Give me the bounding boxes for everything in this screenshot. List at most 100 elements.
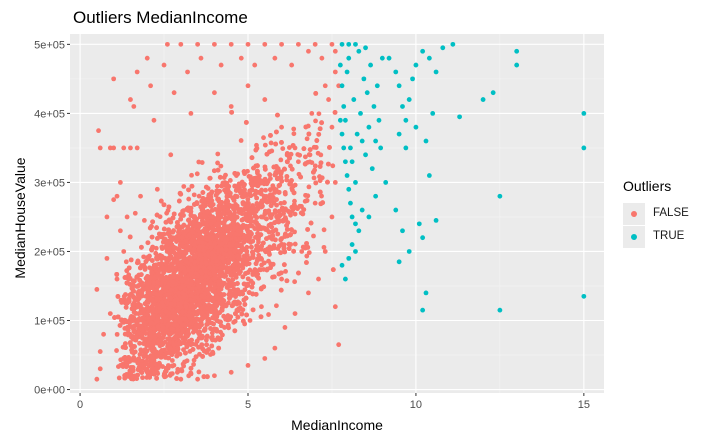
- point-false: [284, 227, 290, 232]
- point-false: [224, 183, 230, 189]
- point-false: [247, 223, 252, 229]
- point-false: [198, 204, 204, 210]
- point-false: [244, 261, 249, 267]
- point-false: [219, 199, 224, 205]
- point-false: [220, 255, 225, 261]
- point-false: [215, 167, 221, 173]
- point-false: [181, 222, 187, 228]
- point-false: [289, 227, 294, 233]
- point-false: [258, 286, 264, 292]
- point-false: [130, 302, 136, 308]
- point-false: [266, 229, 272, 235]
- point-false: [144, 298, 150, 304]
- point-false: [304, 241, 309, 246]
- point-false: [216, 345, 222, 351]
- point-false: [114, 271, 120, 277]
- point-false: [190, 286, 196, 291]
- point-false: [180, 208, 185, 214]
- point-false: [149, 285, 155, 290]
- point-false: [127, 292, 132, 298]
- point-false: [238, 138, 244, 143]
- point-false: [292, 241, 298, 247]
- point-false: [286, 145, 292, 150]
- point-false: [313, 91, 319, 96]
- point-false: [236, 306, 241, 312]
- point-false: [255, 248, 261, 253]
- point-false: [190, 229, 196, 235]
- point-false: [175, 224, 181, 230]
- point-false: [179, 284, 185, 290]
- point-false: [281, 208, 287, 214]
- point-false: [266, 312, 271, 317]
- point-false: [259, 256, 264, 262]
- point-false: [281, 262, 287, 268]
- point-false: [259, 187, 265, 193]
- point-false: [261, 135, 266, 141]
- point-false: [325, 179, 330, 185]
- point-false: [272, 189, 278, 195]
- point-false: [274, 197, 279, 202]
- point-false: [221, 313, 227, 319]
- point-false: [221, 175, 227, 180]
- point-false: [268, 221, 274, 227]
- point-false: [170, 308, 176, 314]
- point-false: [317, 126, 323, 132]
- point-false: [217, 174, 223, 180]
- point-false: [227, 288, 233, 294]
- point-false: [141, 341, 146, 346]
- point-false: [202, 302, 207, 308]
- point-false: [291, 190, 297, 196]
- point-false: [199, 342, 205, 348]
- point-false: [170, 363, 175, 369]
- point-false: [258, 314, 264, 320]
- point-false: [153, 245, 159, 251]
- point-false: [171, 342, 177, 347]
- point-false: [121, 294, 127, 299]
- point-false: [189, 337, 194, 343]
- point-false: [220, 180, 226, 186]
- point-false: [161, 231, 167, 237]
- point-false: [198, 212, 203, 217]
- point-false: [253, 261, 259, 267]
- point-false: [218, 232, 224, 238]
- point-false: [262, 142, 268, 148]
- point-false: [201, 280, 207, 285]
- point-false: [278, 250, 284, 256]
- point-false: [153, 361, 158, 367]
- point-false: [215, 335, 221, 341]
- point-false: [199, 310, 205, 316]
- point-false: [254, 215, 260, 220]
- point-false: [210, 228, 216, 233]
- point-false: [147, 291, 153, 297]
- point-false: [168, 287, 174, 293]
- point-false: [149, 247, 155, 253]
- point-false: [177, 190, 183, 196]
- point-false: [241, 169, 247, 174]
- point-false: [213, 192, 219, 198]
- point-false: [306, 131, 312, 137]
- point-false: [282, 190, 288, 195]
- point-false: [279, 169, 284, 175]
- point-false: [209, 235, 215, 241]
- point-false: [184, 227, 190, 233]
- point-false: [181, 212, 186, 218]
- point-false: [151, 326, 156, 331]
- point-false: [268, 133, 273, 138]
- point-false: [314, 138, 320, 143]
- point-false: [178, 331, 184, 337]
- point-false: [220, 220, 225, 226]
- point-false: [154, 296, 160, 302]
- point-false: [241, 216, 247, 222]
- point-false: [184, 279, 190, 285]
- point-false: [151, 307, 156, 313]
- point-false: [122, 341, 128, 347]
- point-false: [275, 231, 281, 237]
- point-false: [211, 168, 217, 174]
- point-false: [181, 231, 187, 237]
- point-false: [183, 350, 188, 356]
- point-false: [186, 196, 192, 202]
- point-false: [274, 218, 280, 224]
- point-false: [290, 183, 296, 189]
- point-false: [302, 161, 308, 167]
- point-false: [169, 358, 175, 363]
